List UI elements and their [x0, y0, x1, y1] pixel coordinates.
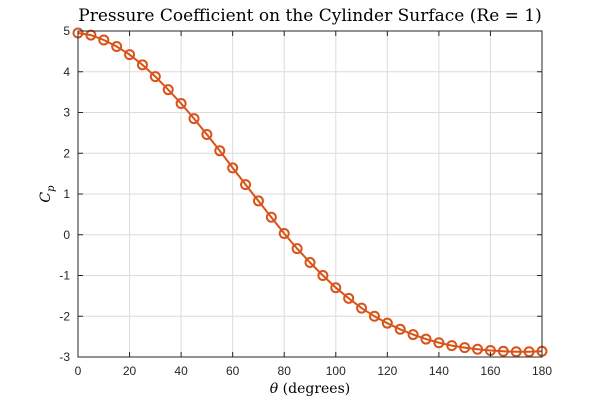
x-tick-label: 160 [480, 364, 500, 378]
data-point [214, 145, 226, 157]
y-tick-label: -2 [59, 309, 70, 323]
x-tick-label: 80 [278, 364, 292, 378]
data-point [227, 162, 239, 174]
data-point [381, 317, 393, 329]
data-point [98, 34, 110, 46]
y-axis-label: Cp [38, 185, 57, 203]
data-point [111, 40, 123, 52]
data-point [149, 71, 161, 83]
ticks: 0 20 40 60 80 100 120 140 160 180 -3 -2 -1 0 1 2 3 4 5 [59, 24, 552, 378]
data-point [472, 343, 484, 355]
y-axis-label-main: C [38, 192, 54, 203]
data-point [420, 333, 432, 345]
x-axis-label: θ (degrees) [270, 381, 350, 397]
y-tick-label: 4 [63, 65, 70, 79]
data-point [201, 129, 213, 141]
data-point [175, 98, 187, 110]
y-tick-label: 0 [63, 228, 70, 242]
data-point [240, 179, 252, 191]
data-point [497, 345, 509, 357]
y-tick-label: 1 [63, 187, 70, 201]
series-layer [72, 27, 548, 358]
data-point [407, 329, 419, 341]
y-tick-label: 2 [63, 146, 70, 160]
data-point [291, 243, 303, 255]
data-point [330, 282, 342, 294]
x-tick-label: 20 [123, 364, 137, 378]
data-point [433, 337, 445, 349]
data-point [446, 340, 458, 352]
x-tick-label: 140 [429, 364, 449, 378]
data-point [124, 49, 136, 61]
data-point [252, 195, 264, 207]
y-tick-label: -3 [59, 350, 70, 364]
chart-title: Pressure Coefficient on the Cylinder Sur… [78, 6, 542, 26]
y-tick-label: -1 [59, 269, 70, 283]
data-point [368, 310, 380, 322]
x-tick-label: 60 [226, 364, 240, 378]
series-line [77, 32, 543, 353]
x-tick-label: 40 [174, 364, 188, 378]
data-point [265, 211, 277, 223]
data-point [459, 342, 471, 354]
data-point [136, 59, 148, 71]
y-axis-label-subscript: p [46, 185, 57, 192]
x-tick-label: 120 [377, 364, 397, 378]
data-point [162, 84, 174, 96]
x-tick-label: 180 [532, 364, 552, 378]
data-point [356, 302, 368, 314]
data-point [510, 346, 522, 358]
data-point [394, 323, 406, 335]
x-tick-label: 0 [75, 364, 82, 378]
data-point [278, 228, 290, 240]
data-point [317, 270, 329, 281]
data-point [304, 256, 316, 268]
y-tick-label: 3 [63, 106, 70, 120]
x-tick-label: 100 [326, 364, 346, 378]
x-axis-label-symbol: θ [270, 381, 279, 397]
x-axis-label-unit: (degrees) [278, 381, 350, 397]
data-point [523, 346, 535, 358]
y-tick-label: 5 [63, 24, 70, 38]
data-point [188, 113, 200, 125]
data-point [343, 292, 355, 304]
